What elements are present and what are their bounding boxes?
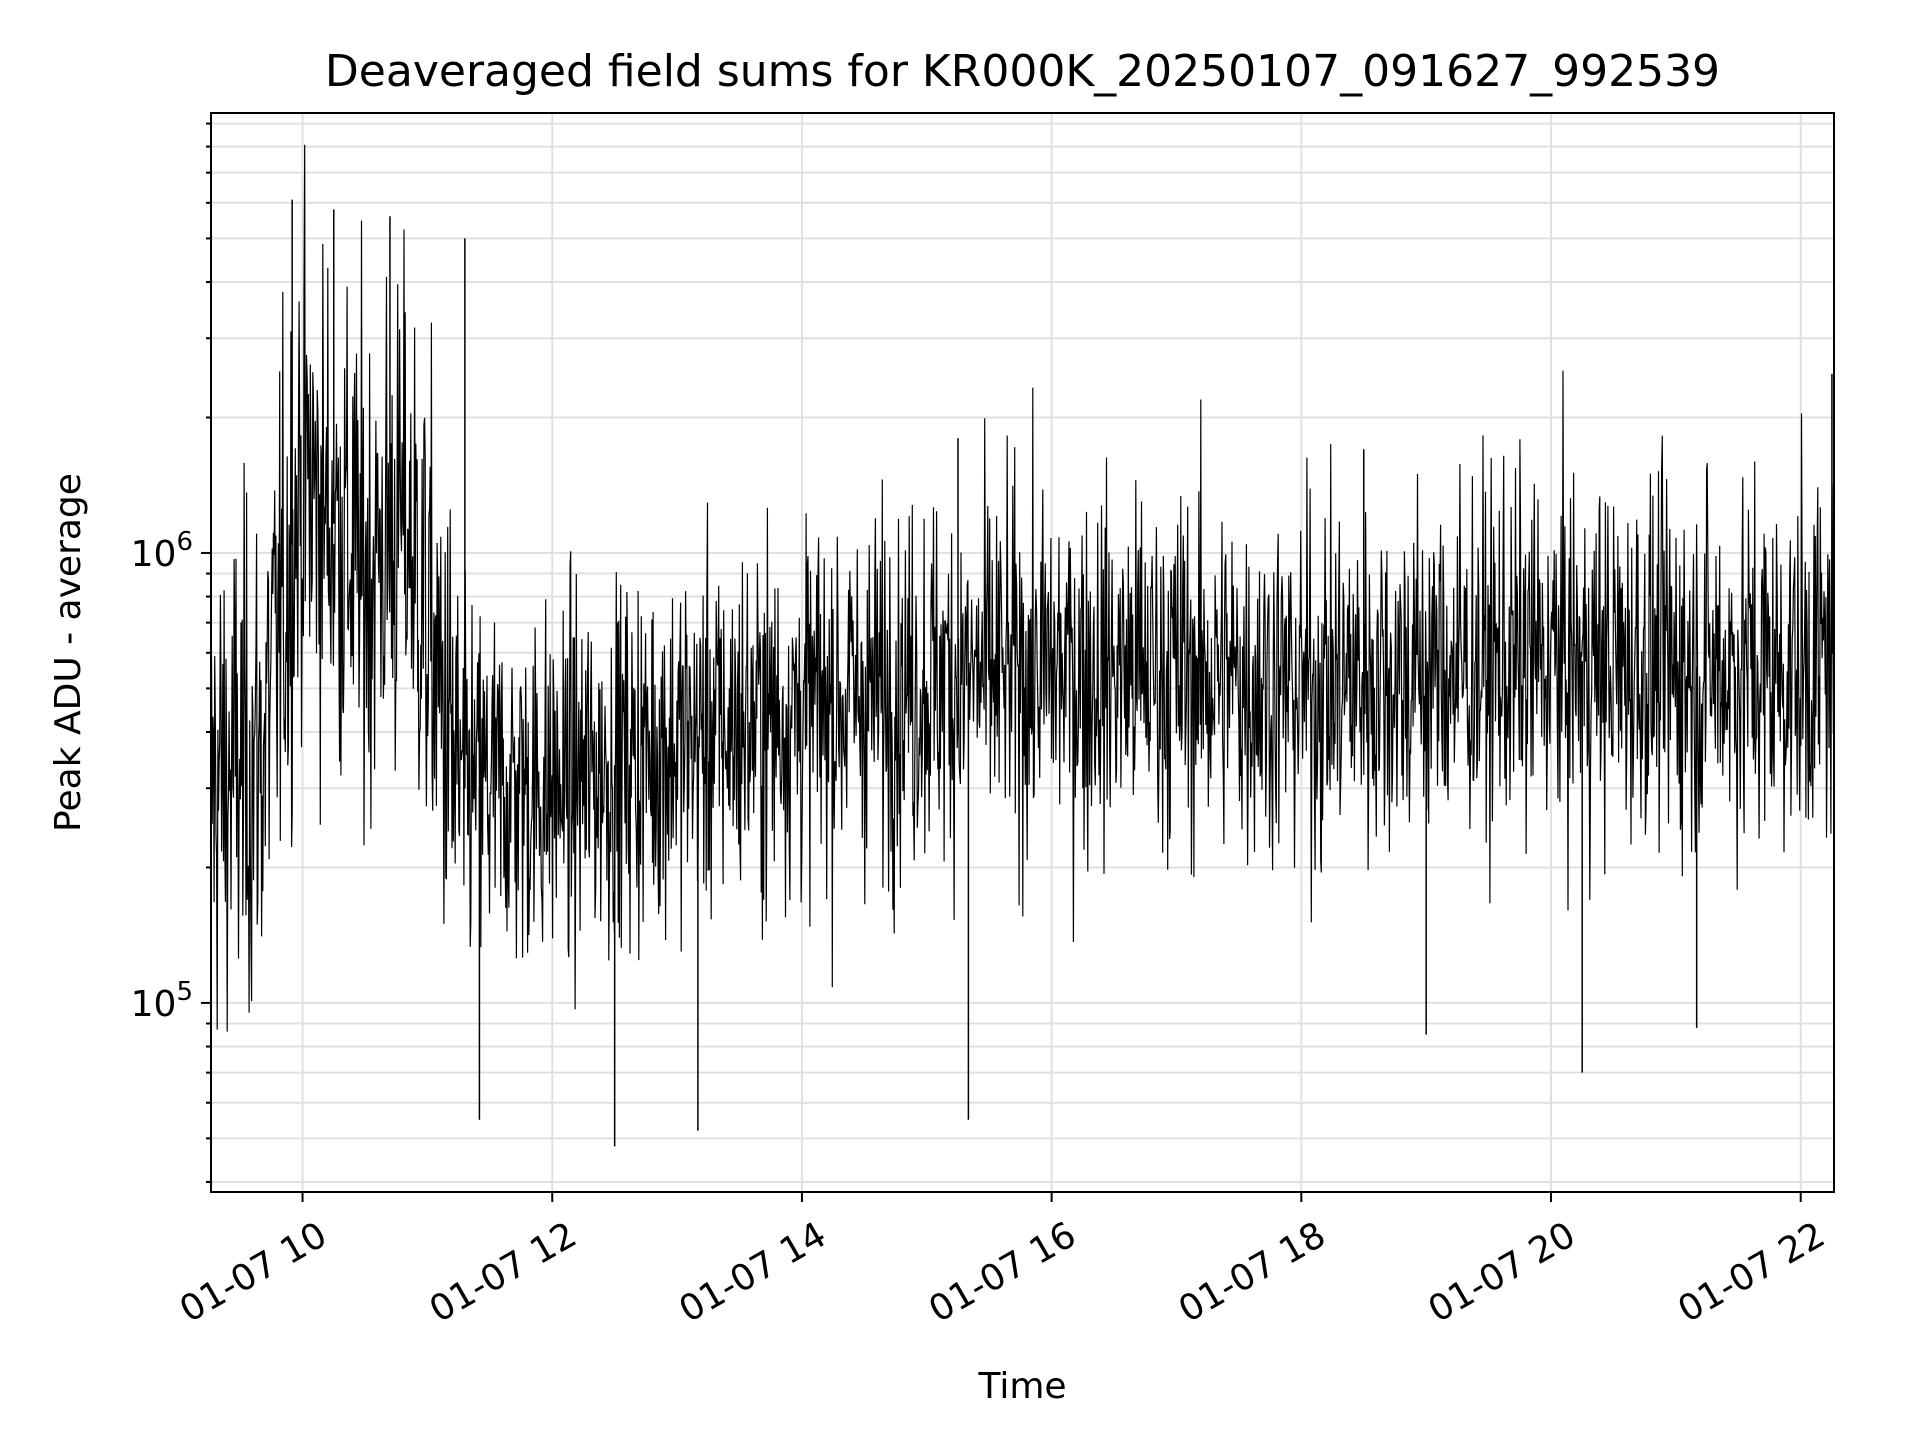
y-tick-exponent: 6	[176, 527, 193, 557]
y-tick-base: 10	[131, 534, 177, 575]
chart-title: Deaveraged field sums for KR000K_2025010…	[325, 46, 1720, 97]
y-axis-label: Peak ADU - average	[48, 473, 89, 832]
x-tick-label: 01-07 16	[922, 1214, 1083, 1330]
x-tick-label: 01-07 20	[1422, 1214, 1583, 1330]
x-tick-label: 01-07 22	[1671, 1214, 1832, 1330]
y-tick-label: 105	[131, 977, 193, 1025]
x-tick-label: 01-07 18	[1172, 1214, 1333, 1330]
y-tick-exponent: 5	[176, 977, 193, 1007]
x-tick-label: 01-07 12	[423, 1214, 584, 1330]
data-line	[210, 144, 1835, 1032]
x-tick-label: 01-07 10	[173, 1214, 334, 1330]
y-tick-label: 106	[131, 527, 193, 575]
x-axis-label: Time	[977, 1366, 1066, 1407]
x-tick-label: 01-07 14	[673, 1214, 834, 1330]
data-line-layer	[210, 144, 1835, 1147]
y-tick-base: 10	[131, 984, 177, 1025]
